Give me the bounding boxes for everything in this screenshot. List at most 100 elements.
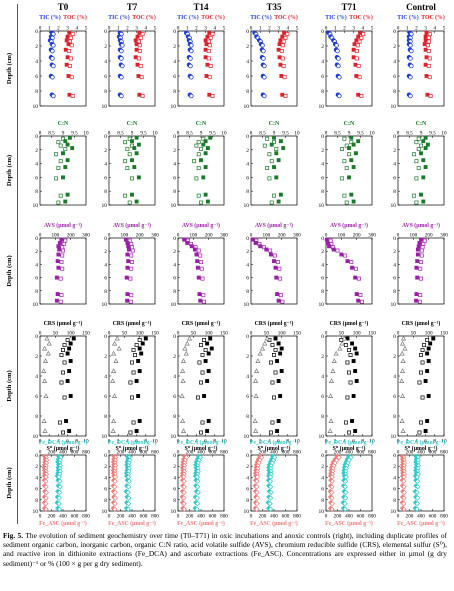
ytick-label-r4c5-3: 6 xyxy=(393,394,396,400)
crs-dup-point-T35-9 xyxy=(268,430,273,435)
xtick-label-r5c2bot-0: 0 xyxy=(177,514,180,520)
cn-point-T0-4 xyxy=(61,151,65,156)
xtick-label-r3c2-0: 0 xyxy=(177,233,180,239)
xtick-label-r5c2bot-3: 600 xyxy=(209,514,217,520)
ytick-label-r2c4-1: 2 xyxy=(321,148,324,154)
xtick-label-r5c1bot-2: 400 xyxy=(128,514,136,520)
crs-dup-point-T71-5 xyxy=(347,370,351,375)
sulfur-panel-T14 xyxy=(177,335,225,437)
xtick-label-r1c3-5: 5 xyxy=(296,26,299,32)
s0-point-T71-9 xyxy=(327,428,333,433)
cn-point-T71-1 xyxy=(356,139,361,144)
toc-dup-point-T14-6 xyxy=(208,63,213,68)
tic-dup-point-T35-4 xyxy=(261,48,266,54)
cn-point-T35-3 xyxy=(281,146,286,151)
ytick-label-r1c5-0: 0 xyxy=(393,29,396,35)
fe-asc-dup-point-Control-9 xyxy=(401,484,407,490)
column-header-t71: T71 xyxy=(341,2,357,12)
crs-point-T14-2 xyxy=(209,346,214,351)
tic-dup-point-Control-7 xyxy=(408,74,413,80)
s0-point-T14-2 xyxy=(182,345,188,351)
xtick-label-r3c1-3: 300 xyxy=(151,233,159,239)
fe-asc-label-T0: Fe_ASC (µmol g⁻¹) xyxy=(39,520,87,527)
toc-dup-point-T71-6 xyxy=(356,63,361,68)
ytick-label-r1c0-5: 10 xyxy=(33,104,39,110)
xtick-label-r3c0-0: 0 xyxy=(39,233,42,239)
fe-asc-dup-point-T7-8 xyxy=(112,478,118,484)
ytick-label-r1c0-0: 0 xyxy=(35,29,38,35)
ytick-label-r2c4-2: 4 xyxy=(321,162,324,168)
xtick-label-r3c0-3: 300 xyxy=(82,233,90,239)
crs-dup-point-T0-5 xyxy=(61,370,65,375)
sulfur-panel-Control xyxy=(397,335,445,437)
ytick-label-r2c5-4: 8 xyxy=(393,189,396,195)
xtick-label-r2c2-4: 10 xyxy=(221,131,227,137)
ytick-label-r5c5-3: 6 xyxy=(393,487,396,493)
ytick-label-r1c1-0: 0 xyxy=(104,29,107,35)
cn-label-T7: C:N xyxy=(127,121,138,127)
xtick-label-r5c5top-2: 400 xyxy=(417,450,425,456)
xtick-label-r3c3-3: 300 xyxy=(293,233,301,239)
crs-point-T71-5 xyxy=(353,369,358,373)
xtick-label-r1c0-3: 3 xyxy=(66,26,69,32)
carbon-panel-T7 xyxy=(108,30,156,107)
cn-dup-point-T35-9 xyxy=(269,200,274,205)
xtick-label-r3c0-2: 200 xyxy=(67,233,75,239)
cn-point-T35-7 xyxy=(274,175,279,180)
avs-point-T0-4 xyxy=(56,252,61,257)
fe-asc-dup-point-T7-11 xyxy=(112,495,119,501)
fe-asc-dup-point-T14-10 xyxy=(181,489,187,496)
toc-point-Control-6 xyxy=(423,62,428,67)
s0-point-Control-6 xyxy=(399,378,405,383)
ytick-label-r3c5-1: 2 xyxy=(393,249,396,255)
fe-dca-dup-point-T0-13 xyxy=(56,506,63,512)
s0-label-T35: S⁰ (µmol g⁻¹) xyxy=(258,445,291,452)
avs-point-T71-8 xyxy=(354,292,359,297)
xtick-label-r1c1-0: 0 xyxy=(108,26,111,32)
ytick-label-r5c3-4: 8 xyxy=(246,498,249,504)
cn-point-T14-8 xyxy=(203,192,208,197)
toc-dup-point-T35-0 xyxy=(285,32,290,37)
ytick-label-r3c5-3: 6 xyxy=(393,276,396,282)
avs-dup-point-Control-8 xyxy=(418,293,423,298)
s0-point-T0-1 xyxy=(46,340,52,346)
avs-dup-point-T14-9 xyxy=(202,299,207,304)
xtick-label-r3c4-1: 100 xyxy=(337,233,345,239)
toc-dup-point-Control-4 xyxy=(426,48,431,53)
xtick-label-r4c4bot-3: 6 xyxy=(352,439,355,445)
xtick-label-r4c5bot-5: 10 xyxy=(441,439,447,445)
toc-point-T7-2 xyxy=(133,38,138,43)
ytick-label-r3c1-3: 6 xyxy=(104,276,107,282)
cn-dup-point-T7-7 xyxy=(130,176,134,181)
cn-dup-point-T35-8 xyxy=(272,193,276,198)
toc-point-T0-7 xyxy=(66,74,71,78)
fe-asc-dup-point-T35-10 xyxy=(254,489,260,496)
cn-panel-T14 xyxy=(177,135,225,206)
cn-dup-point-T7-6 xyxy=(125,166,130,170)
cn-point-T71-7 xyxy=(347,175,351,180)
crs-point-T0-6 xyxy=(65,379,70,383)
cn-dup-point-T0-9 xyxy=(56,200,61,205)
s0-point-T71-7 xyxy=(328,393,334,398)
xtick-label-r5c4top-3: 600 xyxy=(357,450,365,456)
crs-dup-point-T0-8 xyxy=(57,420,62,425)
crs-point-T35-4 xyxy=(275,359,280,363)
xtick-label-r5c5bot-2: 400 xyxy=(417,514,425,520)
ytick-label-r4c0-4: 8 xyxy=(35,414,38,420)
toc-point-T14-2 xyxy=(203,38,208,43)
crs-point-T0-1 xyxy=(68,341,73,346)
cn-dup-point-T14-0 xyxy=(201,136,206,141)
toc-point-T7-8 xyxy=(137,92,142,97)
ytick-label-r3c2-5: 10 xyxy=(171,302,177,308)
xtick-label-r3c4-3: 300 xyxy=(368,233,376,239)
avs-point-T35-7 xyxy=(274,275,279,280)
fe-dca-dup-point-T7-10 xyxy=(125,489,131,496)
xtick-label-r4c2bot-0: 0 xyxy=(177,439,180,445)
xtick-label-r3c4-2: 200 xyxy=(353,233,361,239)
crs-point-T0-2 xyxy=(67,346,72,351)
s0-point-T0-2 xyxy=(42,345,48,351)
cn-point-T35-5 xyxy=(276,158,281,163)
ytick-label-r4c1-3: 6 xyxy=(104,394,107,400)
xtick-label-r1c4-0: 0 xyxy=(325,26,328,32)
fe-dca-dup-point-T71-10 xyxy=(343,489,349,496)
